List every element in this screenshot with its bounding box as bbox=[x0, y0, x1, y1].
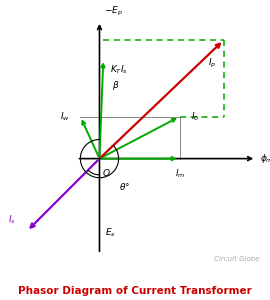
Text: $I_0$: $I_0$ bbox=[191, 110, 200, 123]
Text: Phasor Diagram of Current Transformer: Phasor Diagram of Current Transformer bbox=[18, 286, 252, 296]
Text: $-E_p$: $-E_p$ bbox=[104, 5, 123, 18]
Text: $I_p$: $I_p$ bbox=[208, 56, 217, 70]
Text: $\phi_m$: $\phi_m$ bbox=[260, 152, 270, 165]
Text: Circuit Globe: Circuit Globe bbox=[214, 256, 260, 262]
Text: $K_TI_s$: $K_TI_s$ bbox=[110, 63, 128, 76]
Text: $O$: $O$ bbox=[102, 167, 111, 178]
Text: $\theta°$: $\theta°$ bbox=[119, 181, 130, 192]
Text: $I_w$: $I_w$ bbox=[60, 110, 70, 123]
Text: $\beta$: $\beta$ bbox=[112, 80, 119, 92]
Text: $I_s$: $I_s$ bbox=[8, 214, 15, 226]
Text: $E_s$: $E_s$ bbox=[105, 227, 116, 239]
Text: $I_m$: $I_m$ bbox=[174, 167, 185, 180]
